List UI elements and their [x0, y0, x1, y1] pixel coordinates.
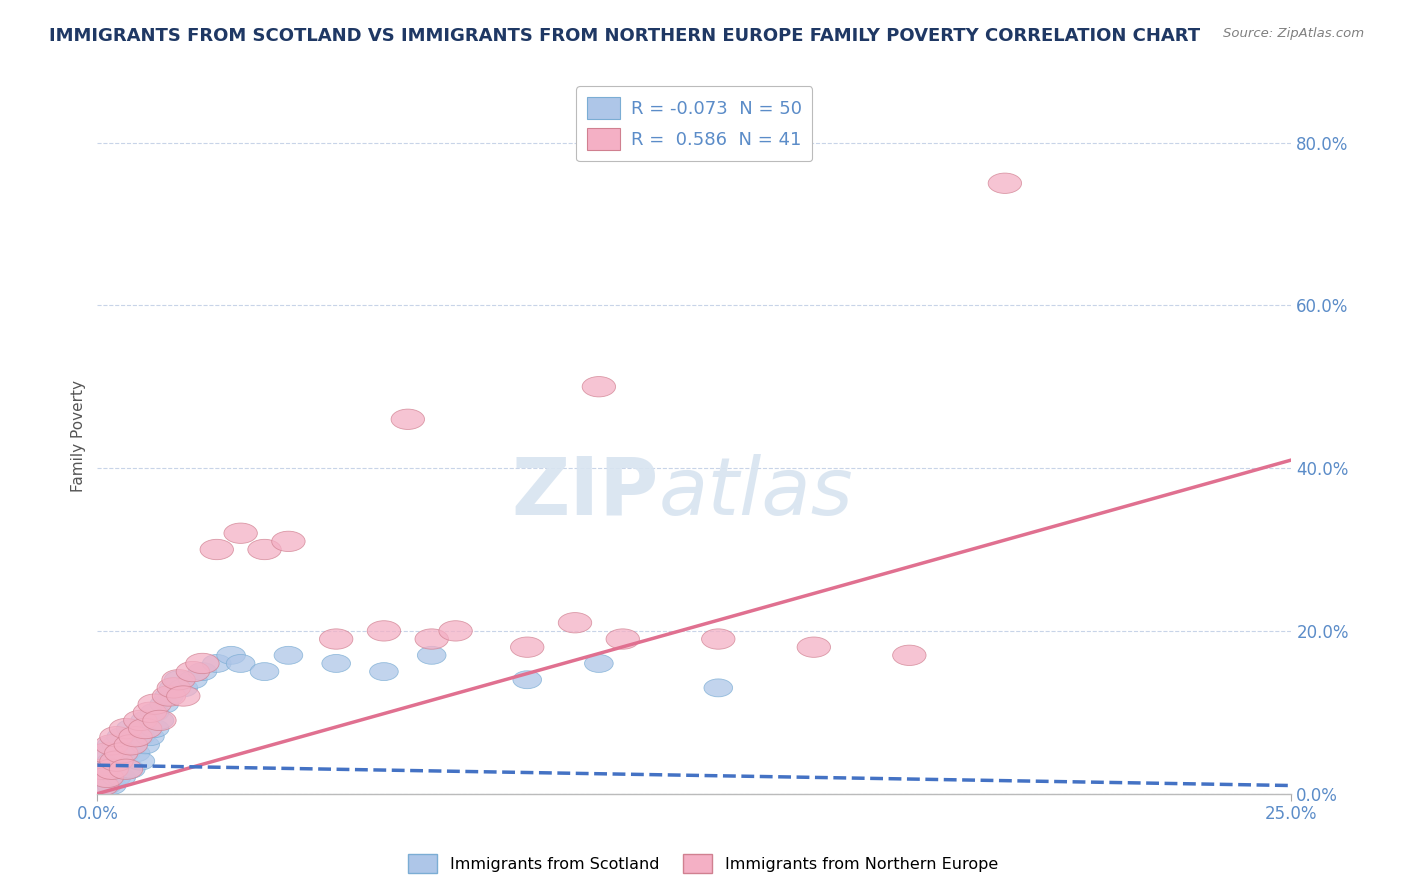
Ellipse shape — [124, 710, 157, 731]
Ellipse shape — [138, 694, 172, 714]
Ellipse shape — [127, 728, 155, 746]
Ellipse shape — [97, 736, 127, 754]
Ellipse shape — [93, 768, 121, 787]
Ellipse shape — [120, 726, 152, 747]
Ellipse shape — [186, 653, 219, 673]
Legend: R = -0.073  N = 50, R =  0.586  N = 41: R = -0.073 N = 50, R = 0.586 N = 41 — [576, 87, 813, 161]
Ellipse shape — [103, 752, 131, 770]
Ellipse shape — [367, 621, 401, 641]
Ellipse shape — [319, 629, 353, 649]
Ellipse shape — [107, 768, 135, 787]
Ellipse shape — [391, 409, 425, 429]
Ellipse shape — [111, 744, 141, 762]
Ellipse shape — [157, 678, 190, 698]
Ellipse shape — [93, 760, 121, 778]
Ellipse shape — [135, 728, 165, 746]
Ellipse shape — [162, 670, 195, 690]
Ellipse shape — [370, 663, 398, 681]
Ellipse shape — [96, 759, 128, 780]
Ellipse shape — [131, 736, 159, 754]
Ellipse shape — [169, 679, 198, 697]
Ellipse shape — [247, 540, 281, 559]
Ellipse shape — [107, 752, 135, 770]
Ellipse shape — [558, 613, 592, 633]
Ellipse shape — [117, 760, 145, 778]
Ellipse shape — [988, 173, 1022, 194]
Text: atlas: atlas — [658, 454, 853, 532]
Ellipse shape — [107, 728, 135, 746]
Ellipse shape — [155, 687, 183, 705]
Ellipse shape — [90, 743, 124, 764]
Ellipse shape — [97, 777, 127, 795]
Ellipse shape — [110, 759, 143, 780]
Ellipse shape — [702, 629, 735, 649]
Ellipse shape — [93, 744, 121, 762]
Text: ZIP: ZIP — [512, 454, 658, 532]
Ellipse shape — [117, 720, 145, 738]
Ellipse shape — [117, 736, 145, 754]
Ellipse shape — [439, 621, 472, 641]
Ellipse shape — [606, 629, 640, 649]
Ellipse shape — [415, 629, 449, 649]
Ellipse shape — [226, 655, 254, 673]
Ellipse shape — [250, 663, 278, 681]
Ellipse shape — [513, 671, 541, 689]
Ellipse shape — [510, 637, 544, 657]
Ellipse shape — [90, 767, 124, 788]
Ellipse shape — [176, 661, 209, 681]
Ellipse shape — [121, 728, 150, 746]
Ellipse shape — [86, 759, 120, 780]
Ellipse shape — [96, 735, 128, 755]
Ellipse shape — [274, 647, 302, 665]
Ellipse shape — [145, 712, 174, 730]
Ellipse shape — [93, 777, 121, 795]
Ellipse shape — [104, 743, 138, 764]
Ellipse shape — [87, 777, 117, 795]
Ellipse shape — [103, 768, 131, 787]
Ellipse shape — [893, 645, 927, 665]
Ellipse shape — [97, 760, 127, 778]
Ellipse shape — [128, 718, 162, 739]
Ellipse shape — [114, 735, 148, 755]
Ellipse shape — [152, 686, 186, 706]
Ellipse shape — [97, 752, 127, 770]
Ellipse shape — [418, 647, 446, 665]
Ellipse shape — [582, 376, 616, 397]
Ellipse shape — [224, 523, 257, 543]
Y-axis label: Family Poverty: Family Poverty — [72, 380, 86, 491]
Ellipse shape — [86, 775, 120, 796]
Ellipse shape — [87, 768, 117, 787]
Text: Source: ZipAtlas.com: Source: ZipAtlas.com — [1223, 27, 1364, 40]
Ellipse shape — [134, 702, 166, 723]
Ellipse shape — [111, 760, 141, 778]
Ellipse shape — [141, 720, 169, 738]
Ellipse shape — [150, 695, 179, 713]
Ellipse shape — [179, 671, 207, 689]
Ellipse shape — [797, 637, 831, 657]
Ellipse shape — [165, 671, 193, 689]
Ellipse shape — [271, 532, 305, 551]
Ellipse shape — [131, 712, 159, 730]
Ellipse shape — [141, 703, 169, 722]
Ellipse shape — [188, 663, 217, 681]
Text: IMMIGRANTS FROM SCOTLAND VS IMMIGRANTS FROM NORTHERN EUROPE FAMILY POVERTY CORRE: IMMIGRANTS FROM SCOTLAND VS IMMIGRANTS F… — [49, 27, 1201, 45]
Ellipse shape — [127, 752, 155, 770]
Ellipse shape — [200, 540, 233, 559]
Ellipse shape — [121, 744, 150, 762]
Ellipse shape — [217, 647, 246, 665]
Legend: Immigrants from Scotland, Immigrants from Northern Europe: Immigrants from Scotland, Immigrants fro… — [402, 847, 1004, 880]
Ellipse shape — [143, 710, 176, 731]
Ellipse shape — [202, 655, 231, 673]
Ellipse shape — [103, 736, 131, 754]
Ellipse shape — [704, 679, 733, 697]
Ellipse shape — [100, 751, 134, 772]
Ellipse shape — [322, 655, 350, 673]
Ellipse shape — [87, 760, 117, 778]
Ellipse shape — [100, 726, 134, 747]
Ellipse shape — [110, 718, 143, 739]
Ellipse shape — [166, 686, 200, 706]
Ellipse shape — [159, 679, 188, 697]
Ellipse shape — [585, 655, 613, 673]
